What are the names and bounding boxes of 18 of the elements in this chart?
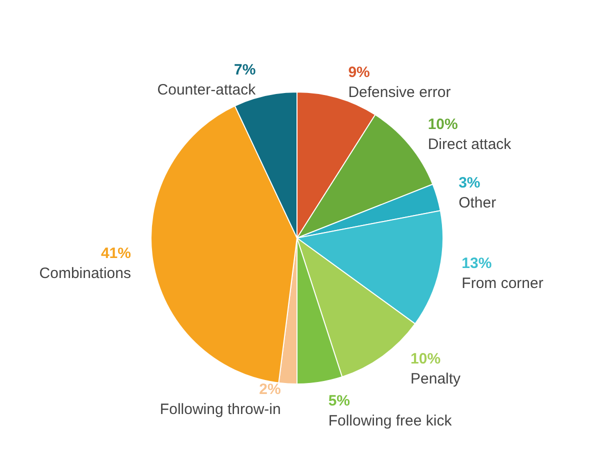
slice-label: Combinations [39,264,131,282]
data-label: 7% [234,61,256,78]
slice-label: Defensive error [348,84,451,101]
data-label: 10% [428,116,458,134]
slice-label: Other [458,194,496,212]
data-label: 41% [100,244,131,262]
data-label: 5% [328,392,350,410]
slice-label: Following throw-in [160,401,281,418]
data-label: 9% [348,64,370,81]
data-label: 13% [462,254,492,272]
slice-label: Following free kick [328,412,452,430]
slice-label: Counter-attack [157,81,256,98]
slice-label: From corner [462,274,544,292]
slice-label: Direct attack [428,136,512,154]
slice-label: Penalty [410,370,462,388]
data-label: 2% [259,381,281,398]
data-label: 10% [410,350,441,368]
data-label: 3% [458,174,480,192]
